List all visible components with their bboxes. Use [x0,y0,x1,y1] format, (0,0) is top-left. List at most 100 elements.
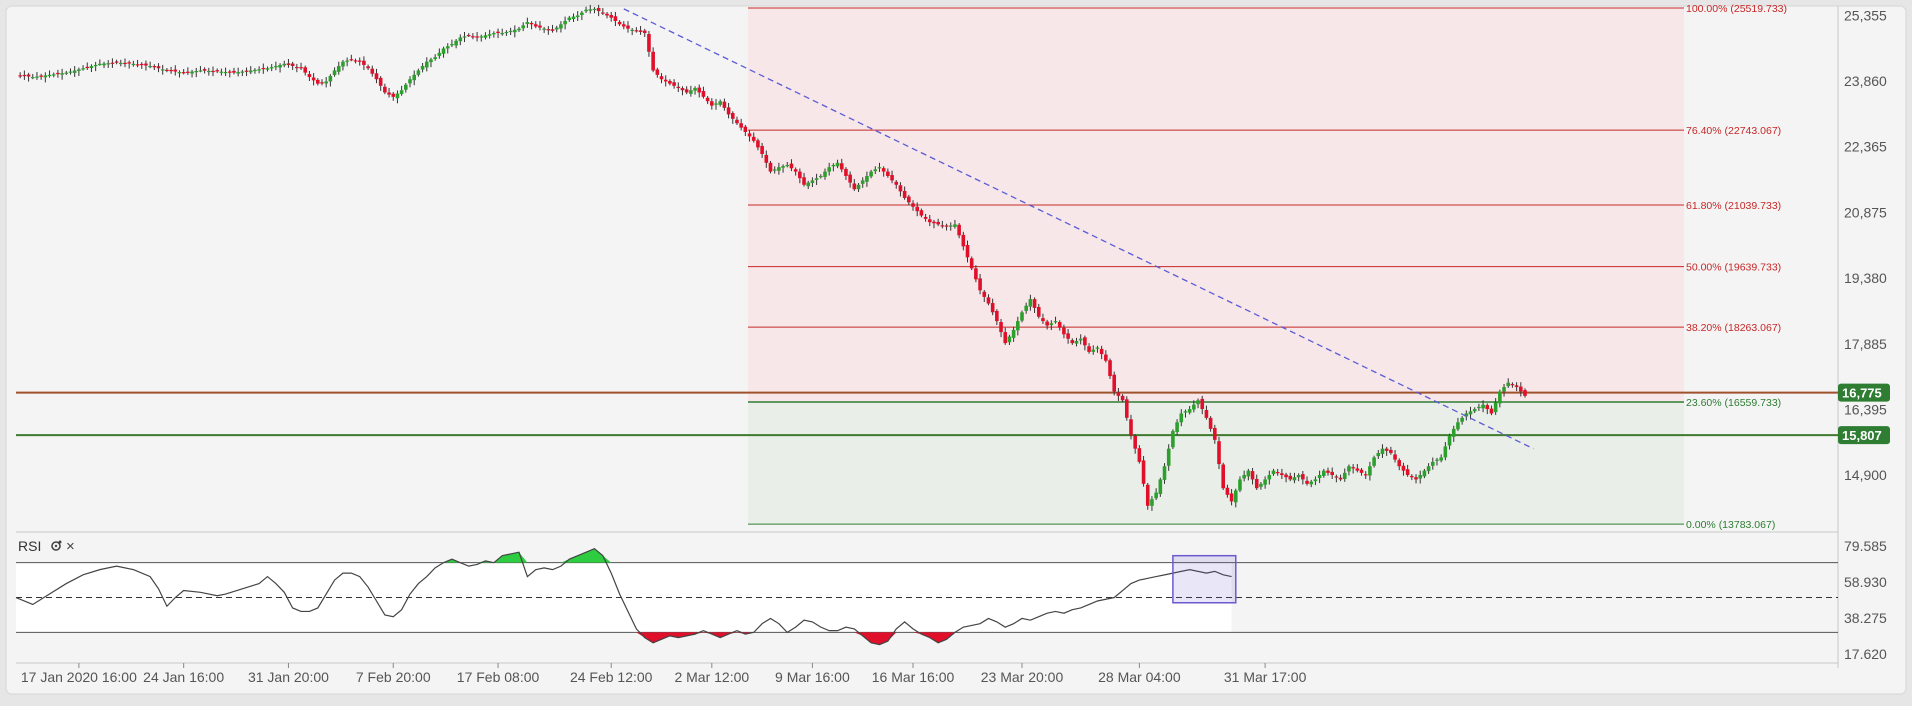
trendline-line[interactable] [623,8,1534,450]
candle-down [969,258,974,269]
candle-down [793,169,798,172]
settings-icon[interactable] [51,540,62,551]
candle-up [1439,457,1443,461]
candle-up [458,37,463,42]
candle-up [89,66,94,69]
candle-up [1095,347,1100,349]
candle-up [341,61,345,67]
candle-up [877,167,882,169]
candle-down [186,71,190,73]
candle-up [1443,446,1448,458]
y-tick-label: 17,885 [1844,336,1887,352]
candle-down [211,70,215,73]
candle-up [236,72,240,74]
candle-up [1322,470,1326,476]
candle-down [1070,340,1075,344]
candle-up [869,171,873,177]
candle-up [525,22,530,24]
fib-label: 76.40% (22743.067) [1686,125,1781,137]
candle-up [278,64,282,68]
candle-down [982,291,987,297]
candle-down [378,77,383,86]
candle-down [680,88,685,91]
candle-up [814,178,819,180]
candle-up [1292,477,1297,481]
candle-up [1468,411,1473,415]
x-tick-label: 24 Feb 12:00 [570,669,653,685]
candle-down [907,196,911,203]
candle-up [1430,461,1435,466]
x-tick-label: 23 Mar 20:00 [981,669,1064,685]
candle-down [936,221,940,225]
candle-up [68,71,73,73]
candle-up [269,67,274,69]
candle-down [927,219,932,223]
candle-down [672,82,676,86]
candle-up [508,30,513,33]
candle-up [420,66,425,70]
candle-up [1263,479,1267,485]
rsi-header: RSI × [18,538,75,555]
candle-up [1422,470,1427,477]
candle-up [429,59,433,63]
fib-levels: 100.00% (25519.733) 76.40% (22743.067) 61.… [748,3,1787,531]
candle-down [621,24,626,27]
candle-down [357,60,362,62]
candle-up [412,74,417,81]
candle-down [114,61,119,63]
candle-up [1376,453,1381,457]
candle-down [756,140,760,148]
candle-down [1208,417,1213,429]
candle-down [844,168,848,176]
candle-down [496,31,500,34]
candle-down [609,15,614,18]
price-badge [1838,426,1890,445]
candle-down [299,67,303,69]
candle-down [923,216,928,219]
candle-up [1259,483,1263,487]
candle-up [948,225,953,227]
y-tick-label: 19,380 [1844,270,1887,286]
candle-up [714,103,718,105]
candle-up [1011,329,1016,338]
trendline[interactable] [623,8,1534,450]
candle-up [806,182,811,187]
x-tick-label: 28 Mar 04:00 [1098,669,1181,685]
close-icon[interactable]: × [66,538,75,555]
candle-down [475,36,479,38]
candle-up [177,72,182,74]
candle-up [93,64,98,67]
candle-down [919,210,924,216]
candle-down [1363,474,1368,476]
candle-down [601,12,605,14]
candle-down [1124,399,1129,418]
candle-down [215,70,219,72]
candle-down [1112,374,1117,392]
candle-up [1049,323,1054,326]
candle-down [642,30,647,34]
grid-lines [16,6,1839,668]
x-tick-label: 2 Mar 12:00 [674,669,749,685]
candle-down [764,154,769,163]
candle-down [1410,475,1414,478]
candle-down [353,60,358,62]
candle-up [554,27,559,30]
candle-down [965,244,970,258]
candle-down [362,60,366,65]
candle-down [1338,477,1343,480]
candle-down [156,66,161,69]
candle-up [1162,466,1167,480]
x-tick-label: 31 Jan 20:00 [248,669,329,685]
candle-down [915,206,920,212]
candle-up [483,35,488,38]
candle-down [1254,478,1259,489]
candle-down [26,74,31,77]
candle-down [232,70,236,73]
candle-down [311,77,316,81]
rsi-highlight-box[interactable] [1172,554,1237,604]
candle-up [98,63,102,66]
candle-down [349,59,354,61]
price-badge [1838,383,1890,402]
candle-up [433,57,437,59]
candle-up [1020,312,1024,321]
